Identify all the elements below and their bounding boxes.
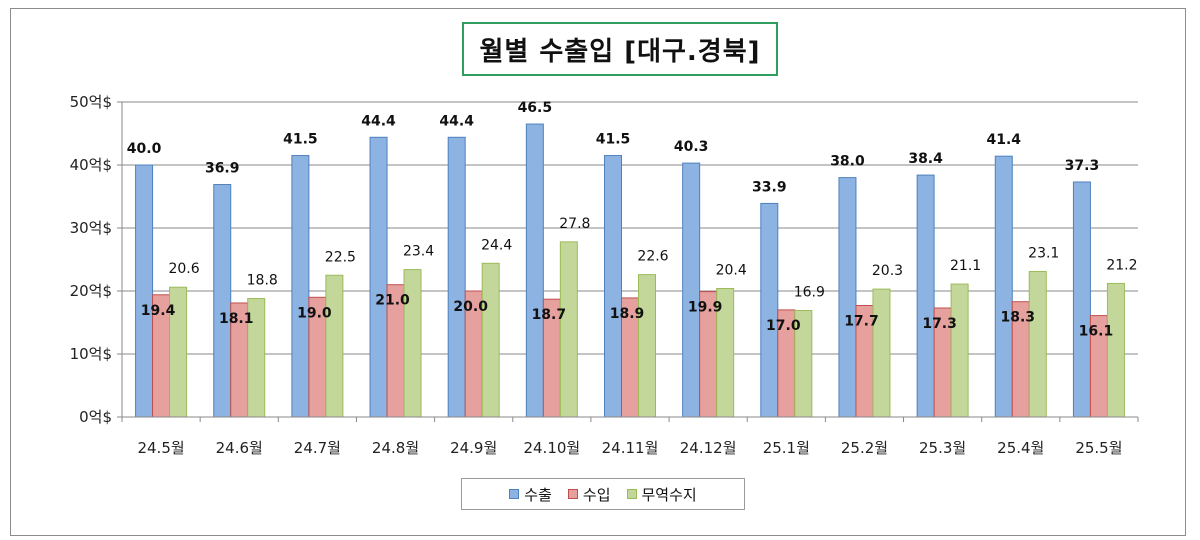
y-tick-label: 20억$ [70, 282, 112, 300]
data-label-export: 46.5 [518, 100, 553, 116]
data-label-export: 36.9 [205, 161, 240, 177]
x-tick-label: 24.7월 [294, 439, 341, 457]
data-label-balance: 24.4 [481, 237, 512, 253]
data-label-balance: 20.3 [872, 263, 903, 279]
data-label-import: 18.1 [219, 311, 254, 327]
data-label-balance: 18.8 [247, 273, 278, 289]
legend-item-import: 수입 [567, 484, 611, 505]
bar-export [916, 174, 935, 418]
data-label-balance: 22.6 [637, 249, 668, 265]
legend-swatch-balance [626, 489, 637, 499]
bar-balance [403, 269, 422, 418]
bar-export [135, 164, 154, 418]
data-label-export: 38.0 [830, 154, 865, 170]
legend-label-export: 수출 [524, 485, 552, 504]
x-tick-label: 24.9월 [450, 439, 497, 457]
data-label-import: 17.7 [844, 313, 879, 329]
data-label-export: 33.9 [752, 179, 787, 195]
data-label-export: 41.5 [283, 132, 318, 148]
data-label-import: 18.7 [532, 307, 567, 323]
bar-export [838, 177, 857, 418]
bar-export [447, 136, 466, 418]
data-label-balance: 21.1 [950, 258, 981, 274]
y-axis: 0억$ 10억$ 20억$ 30억$ 40억$ 50억$ [70, 93, 123, 426]
data-label-import: 20.0 [453, 299, 488, 315]
data-label-export: 40.0 [127, 141, 162, 157]
y-tick-label: 10억$ [70, 345, 112, 363]
bars [135, 123, 1125, 418]
bar-export [604, 155, 622, 418]
data-label-export: 40.3 [674, 139, 709, 155]
data-label-balance: 22.5 [325, 249, 356, 265]
data-label-import: 18.3 [1000, 310, 1035, 326]
x-tick-label: 25.5월 [1075, 439, 1122, 457]
y-tick-label: 0억$ [79, 408, 112, 426]
x-tick-label: 24.8월 [372, 439, 419, 457]
y-tick-label: 30억$ [70, 219, 112, 237]
data-label-balance: 27.8 [559, 216, 590, 232]
data-label-balance: 16.9 [794, 285, 825, 301]
chart-title-box: 월별 수출입 [대구.경북] [462, 22, 778, 76]
bar-export [291, 155, 310, 418]
data-label-import: 19.0 [297, 305, 332, 321]
data-label-import: 17.3 [922, 316, 957, 332]
bar-balance [481, 262, 500, 418]
legend-item-balance: 무역수지 [626, 484, 697, 505]
data-label-import: 19.9 [688, 300, 723, 316]
legend-label-import: 수입 [582, 485, 611, 504]
data-label-balance: 23.1 [1028, 245, 1059, 261]
bar-balance [1106, 282, 1125, 418]
gridlines [122, 101, 1138, 355]
legend-swatch-export [509, 489, 520, 499]
data-label-balance: 20.4 [716, 262, 747, 278]
x-tick-label: 25.3월 [919, 439, 966, 457]
bar-export [1072, 181, 1091, 418]
bar-balance [950, 283, 969, 418]
x-axis: 24.5월 24.6월 24.7월 24.8월 24.9월 24.10월 24.11월 24.… [121, 416, 1139, 457]
chart-frame [10, 8, 1186, 536]
data-labels: 40.0 36.9 41.5 44.4 44.4 46.5 41.5 40.3 33.9 38.0… [127, 100, 1138, 340]
data-label-balance: 21.2 [1106, 257, 1137, 273]
bar-balance [559, 241, 578, 418]
x-tick-label: 25.1월 [763, 439, 810, 457]
bar-export [369, 136, 388, 418]
bar-export [760, 202, 779, 418]
x-tick-label: 24.11월 [602, 439, 659, 457]
x-tick-label: 24.5월 [137, 439, 184, 457]
y-tick-label: 40억$ [70, 156, 112, 174]
data-label-balance: 23.4 [403, 244, 434, 260]
x-tick-label: 25.2월 [841, 439, 888, 457]
x-tick-label: 24.12월 [680, 439, 737, 457]
bar-export [213, 184, 232, 418]
data-label-import: 18.9 [610, 306, 645, 322]
bar-balance [1028, 270, 1047, 418]
data-label-export: 41.5 [596, 132, 631, 148]
bar-balance [872, 288, 891, 418]
y-tick-label: 50억$ [70, 93, 112, 111]
data-label-export: 37.3 [1065, 158, 1100, 174]
legend-swatch-import [567, 489, 578, 499]
data-label-export: 44.4 [361, 113, 396, 129]
data-label-balance: 20.6 [168, 261, 199, 277]
x-tick-label: 24.6월 [216, 439, 263, 457]
data-label-import: 17.0 [766, 318, 801, 334]
data-label-import: 19.4 [141, 303, 176, 319]
x-tick-label: 24.10월 [523, 439, 580, 457]
data-label-export: 44.4 [439, 113, 474, 129]
bar-balance [638, 274, 656, 418]
bar-export [525, 123, 544, 418]
data-label-export: 38.4 [908, 151, 943, 167]
chart-title: 월별 수출입 [대구.경북] [479, 36, 761, 67]
legend-item-export: 수출 [509, 484, 552, 505]
chart-legend: 수출 수입 무역수지 [461, 478, 745, 510]
x-tick-label: 25.4월 [997, 439, 1044, 457]
bar-export [682, 162, 701, 418]
bar-balance [325, 274, 344, 418]
legend-label-balance: 무역수지 [641, 485, 697, 504]
data-label-import: 16.1 [1079, 324, 1114, 340]
data-label-export: 41.4 [986, 132, 1021, 148]
bar-export [994, 155, 1013, 418]
data-label-import: 21.0 [375, 293, 410, 309]
